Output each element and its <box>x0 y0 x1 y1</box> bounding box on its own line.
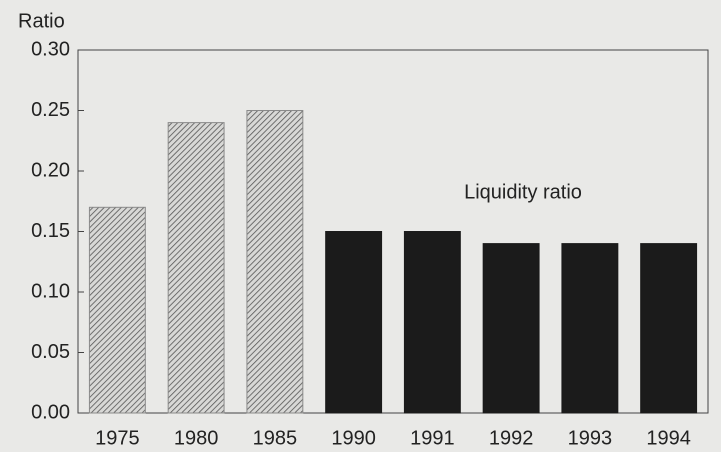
y-axis-title: Ratio <box>18 10 65 32</box>
y-tick-label: 0.25 <box>31 99 70 121</box>
bar <box>561 243 619 414</box>
bar <box>167 122 225 414</box>
annotation: Liquidity ratio <box>464 181 582 203</box>
y-tick-label: 0.05 <box>31 341 70 363</box>
x-tick-label: 1975 <box>95 427 140 449</box>
y-tick-label: 0.30 <box>31 38 70 60</box>
x-tick-label: 1991 <box>410 427 455 449</box>
x-tick-label: 1993 <box>568 427 613 449</box>
x-tick-label: 1994 <box>646 427 691 449</box>
bar <box>88 206 146 414</box>
bar <box>246 110 304 414</box>
y-tick-label: 0.15 <box>31 220 70 242</box>
y-tick-label: 0.20 <box>31 159 70 181</box>
bar <box>640 243 698 414</box>
x-tick-label: 1985 <box>253 427 298 449</box>
bar <box>482 243 540 414</box>
x-tick-label: 1980 <box>174 427 219 449</box>
bar <box>325 231 383 414</box>
x-tick-label: 1990 <box>331 427 376 449</box>
y-tick-label: 0.00 <box>31 401 70 423</box>
bar <box>403 231 461 414</box>
x-tick-label: 1992 <box>489 427 534 449</box>
y-tick-label: 0.10 <box>31 280 70 302</box>
